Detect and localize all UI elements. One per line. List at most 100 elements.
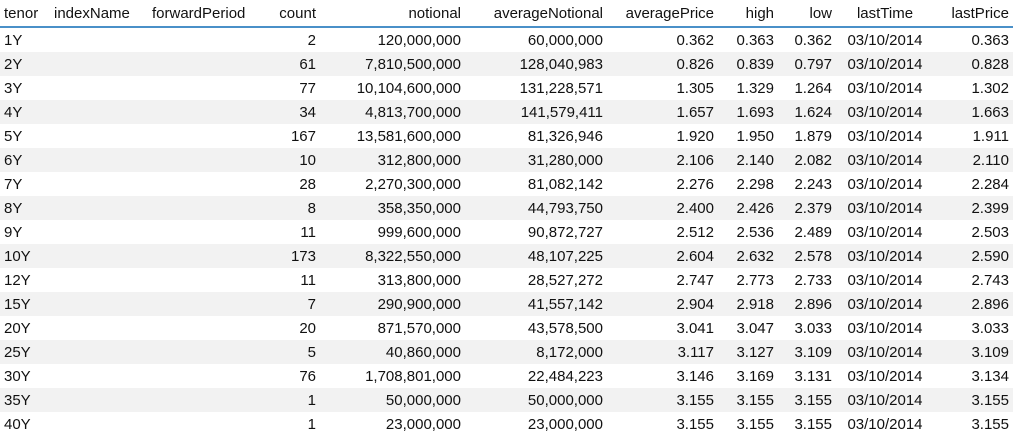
table-row[interactable]: 15Y 7 290,900,000 41,557,142 2.904 2.918 2.896… xyxy=(0,292,1013,316)
column-header-tenor[interactable]: tenor xyxy=(0,0,50,28)
column-header-averagenotional[interactable]: averageNotional xyxy=(465,0,607,28)
cell-lasttime: 03/10/2014 xyxy=(847,415,923,433)
cell-averageprice: 2.400 xyxy=(607,196,718,220)
cell-notional: 23,000,000 xyxy=(385,415,461,433)
cell-notional: 1,708,801,000 xyxy=(365,367,461,385)
column-header-low[interactable]: low xyxy=(778,0,836,28)
column-header-notional[interactable]: notional xyxy=(320,0,465,28)
column-header-high[interactable]: high xyxy=(718,0,778,28)
column-header-averageprice[interactable]: averagePrice xyxy=(607,0,718,28)
cell-forwardperiod xyxy=(148,100,265,124)
column-header-count[interactable]: count xyxy=(265,0,320,28)
cell-lasttime: 03/10/2014 xyxy=(847,127,923,145)
cell-low: 3.033 xyxy=(794,319,832,337)
cell-lasttime: 03/10/2014 xyxy=(836,244,934,268)
cell-notional: 871,570,000 xyxy=(377,319,461,337)
cell-low: 3.155 xyxy=(778,388,836,412)
cell-count: 77 xyxy=(299,79,316,97)
cell-lasttime: 03/10/2014 xyxy=(847,31,923,49)
cell-indexname xyxy=(50,76,148,100)
cell-indexname xyxy=(50,172,148,196)
cell-averageprice: 2.904 xyxy=(607,292,718,316)
table-row[interactable]: 30Y 76 1,708,801,000 22,484,223 3.146 3.169 3.… xyxy=(0,364,1013,388)
cell-low: 3.155 xyxy=(794,415,832,433)
column-header-lastprice[interactable]: lastPrice xyxy=(934,0,1013,28)
cell-lastprice: 0.363 xyxy=(971,31,1009,49)
cell-averagenotional: 141,579,411 xyxy=(465,100,607,124)
cell-indexname xyxy=(50,292,148,316)
cell-averageprice: 1.657 xyxy=(607,100,718,124)
cell-lasttime: 03/10/2014 xyxy=(847,223,923,241)
table-row[interactable]: 1Y 2 120,000,000 60,000,000 0.362 0.363 0.362 0… xyxy=(0,27,1013,52)
cell-notional: 312,800,000 xyxy=(320,148,465,172)
cell-averageprice: 3.155 xyxy=(676,415,714,433)
cell-forwardperiod xyxy=(148,172,265,196)
cell-forwardperiod xyxy=(148,52,265,76)
cell-averageprice: 2.604 xyxy=(607,244,718,268)
cell-high: 3.169 xyxy=(736,367,774,385)
column-header-indexname[interactable]: indexName xyxy=(50,0,148,28)
cell-low: 2.578 xyxy=(778,244,836,268)
cell-forwardperiod xyxy=(148,412,265,436)
cell-forwardperiod xyxy=(148,27,265,52)
header-row: tenor indexName forwardPeriod count noti… xyxy=(0,0,1013,28)
table-row[interactable]: 5Y 167 13,581,600,000 81,326,946 1.920 1.950 1… xyxy=(0,124,1013,148)
cell-tenor: 2Y xyxy=(0,52,50,76)
table-row[interactable]: 6Y 10 312,800,000 31,280,000 2.106 2.140 2.082… xyxy=(0,148,1013,172)
table-row[interactable]: 40Y 1 23,000,000 23,000,000 3.155 3.155 3.155 0… xyxy=(0,412,1013,436)
cell-lasttime: 03/10/2014 xyxy=(847,319,923,337)
table-row[interactable]: 35Y 1 50,000,000 50,000,000 3.155 3.155 3.155 0… xyxy=(0,388,1013,412)
cell-averageprice: 2.512 xyxy=(676,223,714,241)
cell-count: 2 xyxy=(307,31,316,49)
cell-low: 2.896 xyxy=(778,292,836,316)
cell-count: 167 xyxy=(290,127,316,145)
cell-lastprice: 2.590 xyxy=(934,244,1013,268)
table-row[interactable]: 20Y 20 871,570,000 43,578,500 3.041 3.047 3.03… xyxy=(0,316,1013,340)
cell-indexname xyxy=(50,27,148,52)
cell-averagenotional: 44,793,750 xyxy=(465,196,607,220)
cell-averagenotional: 81,082,142 xyxy=(527,175,603,193)
cell-indexname xyxy=(50,124,148,148)
table-row[interactable]: 4Y 34 4,813,700,000 141,579,411 1.657 1.693 1.… xyxy=(0,100,1013,124)
table-row[interactable]: 9Y 11 999,600,000 90,872,727 2.512 2.536 2.489… xyxy=(0,220,1013,244)
cell-low: 2.082 xyxy=(778,148,836,172)
cell-tenor: 8Y xyxy=(0,196,50,220)
cell-high: 2.536 xyxy=(736,223,774,241)
cell-averagenotional: 22,484,223 xyxy=(527,367,603,385)
cell-count: 11 xyxy=(300,223,316,241)
cell-notional: 10,104,600,000 xyxy=(356,79,461,97)
column-header-lasttime[interactable]: lastTime xyxy=(836,0,934,28)
cell-lasttime: 03/10/2014 xyxy=(847,175,923,193)
cell-notional: 290,900,000 xyxy=(320,292,465,316)
table-row[interactable]: 3Y 77 10,104,600,000 131,228,571 1.305 1.329 1… xyxy=(0,76,1013,100)
cell-forwardperiod xyxy=(148,364,265,388)
cell-indexname xyxy=(50,244,148,268)
cell-indexname xyxy=(50,220,148,244)
cell-notional: 13,581,600,000 xyxy=(356,127,461,145)
table-row[interactable]: 12Y 11 313,800,000 28,527,272 2.747 2.773 2.73… xyxy=(0,268,1013,292)
table-body: 1Y 2 120,000,000 60,000,000 0.362 0.363 0.362 0… xyxy=(0,27,1013,436)
cell-tenor: 30Y xyxy=(4,367,31,385)
column-header-forwardperiod[interactable]: forwardPeriod xyxy=(148,0,265,28)
cell-indexname xyxy=(50,100,148,124)
table-row[interactable]: 7Y 28 2,270,300,000 81,082,142 2.276 2.298 2.2… xyxy=(0,172,1013,196)
cell-lastprice: 3.109 xyxy=(934,340,1013,364)
cell-lastprice: 3.155 xyxy=(971,415,1009,433)
table-row[interactable]: 25Y 5 40,860,000 8,172,000 3.117 3.127 3.109 03… xyxy=(0,340,1013,364)
cell-high: 1.693 xyxy=(718,100,778,124)
cell-low: 1.624 xyxy=(778,100,836,124)
table-row[interactable]: 2Y 61 7,810,500,000 128,040,983 0.826 0.839 0.… xyxy=(0,52,1013,76)
table-row[interactable]: 8Y 8 358,350,000 44,793,750 2.400 2.426 2.379 0… xyxy=(0,196,1013,220)
cell-lastprice: 2.743 xyxy=(971,271,1009,289)
cell-notional: 8,322,550,000 xyxy=(320,244,465,268)
cell-forwardperiod xyxy=(148,316,265,340)
cell-averagenotional: 43,578,500 xyxy=(527,319,603,337)
cell-tenor: 3Y xyxy=(4,79,23,97)
table-row[interactable]: 10Y 173 8,322,550,000 48,107,225 2.604 2.632 2… xyxy=(0,244,1013,268)
cell-indexname xyxy=(50,268,148,292)
cell-lasttime: 03/10/2014 xyxy=(836,100,934,124)
cell-count: 173 xyxy=(265,244,320,268)
cell-count: 34 xyxy=(265,100,320,124)
cell-tenor: 9Y xyxy=(4,223,23,241)
